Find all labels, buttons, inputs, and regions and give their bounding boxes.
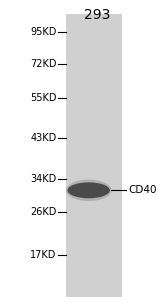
Ellipse shape bbox=[66, 180, 112, 201]
Ellipse shape bbox=[68, 182, 110, 198]
Text: 34KD: 34KD bbox=[30, 174, 57, 184]
Text: 55KD: 55KD bbox=[30, 93, 57, 103]
Text: 43KD: 43KD bbox=[30, 133, 57, 143]
FancyBboxPatch shape bbox=[66, 14, 122, 297]
Text: 26KD: 26KD bbox=[30, 207, 57, 217]
Text: CD40: CD40 bbox=[129, 185, 157, 195]
Text: 72KD: 72KD bbox=[30, 59, 57, 69]
Text: 95KD: 95KD bbox=[30, 27, 57, 37]
Text: 17KD: 17KD bbox=[30, 250, 57, 259]
Text: 293: 293 bbox=[84, 8, 111, 22]
